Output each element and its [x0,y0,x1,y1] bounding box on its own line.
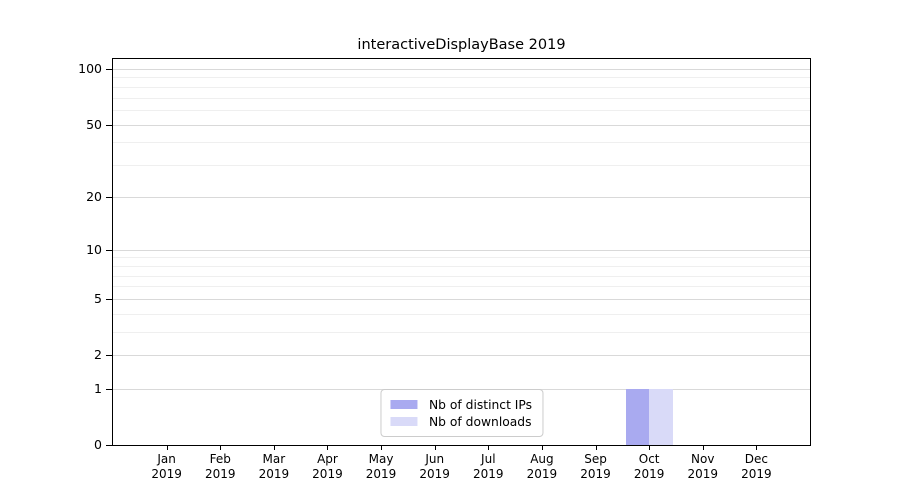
x-tick-month: Jun [425,452,445,466]
x-tick-month: Sep [584,452,607,466]
y-tick-label: 10 [86,241,102,257]
x-tick-month: Nov [691,452,715,466]
gridline-minor [113,275,810,277]
x-tick-year: 2019 [258,466,290,481]
gridline-minor [113,109,810,111]
x-tick-label: Apr 2019 [297,452,357,481]
x-tick-year: 2019 [151,466,182,481]
x-tick-label: May 2019 [351,452,411,481]
legend-item-downloads: Nb of downloads [389,413,532,430]
gridline-minor [113,77,810,79]
x-tick-year: 2019 [419,466,450,481]
gridline-minor [113,286,810,288]
x-tick-label: Jul 2019 [458,452,518,481]
y-tick-label: 5 [94,290,102,306]
gridline-major [113,298,810,300]
x-tick [595,445,597,450]
x-tick-month: Apr [317,452,338,466]
y-tick-label: 100 [78,60,102,76]
chart-title: interactiveDisplayBase 2019 [357,37,566,53]
x-tick-year: 2019 [365,466,397,481]
x-tick [166,445,168,450]
x-tick-year: 2019 [633,466,665,481]
gridline-minor [113,332,810,334]
gridline-minor [113,165,810,167]
gridline-minor [113,97,810,99]
x-tick [756,445,758,450]
x-tick [381,445,383,450]
gridline-major [113,249,810,251]
x-tick-month: May [368,452,394,466]
gridline-major [113,124,810,126]
y-tick [106,445,112,446]
y-tick [106,298,112,300]
x-tick-year: 2019 [526,466,558,481]
y-tick-label: 0 [94,437,102,452]
plot-area: Nb of distinct IPs Nb of downloads [112,58,811,446]
y-tick-label: 20 [86,188,102,204]
legend-swatch-downloads [389,417,417,426]
y-tick [106,249,112,251]
y-tick [106,196,112,198]
y-tick-label: 2 [94,347,102,363]
x-tick [649,445,651,450]
x-tick [327,445,329,450]
x-tick-month: Mar [262,452,286,466]
x-tick [220,445,222,450]
gridline-minor [113,86,810,88]
x-tick-label: Mar 2019 [244,452,304,481]
x-tick-label: Oct 2019 [619,452,679,481]
legend-item-distinct-ips: Nb of distinct IPs [389,396,533,413]
x-tick [702,445,704,450]
x-tick-label: Dec 2019 [726,452,786,481]
y-tick [106,124,112,126]
x-tick [488,445,490,450]
x-tick-year: 2019 [687,466,719,481]
x-tick [541,445,543,450]
x-tick-year: 2019 [204,466,236,481]
gridline-major [113,196,810,198]
x-tick-label: Nov 2019 [673,452,733,481]
x-tick-label: Jan 2019 [137,452,197,481]
x-tick-label: Jun 2019 [405,452,465,481]
x-tick-year: 2019 [580,466,611,481]
gridline-major [113,355,810,357]
x-tick-year: 2019 [312,466,343,481]
y-tick-label: 1 [94,380,102,396]
y-tick [106,388,112,390]
gridline-minor [113,313,810,315]
gridline-major [113,68,810,70]
x-tick-month: Feb [209,452,231,466]
x-tick-month: Oct [638,452,660,466]
legend: Nb of distinct IPs Nb of downloads [379,389,544,437]
x-tick-month: Jan [157,452,176,466]
x-tick-month: Aug [530,452,554,466]
bar-downloads [649,388,673,445]
x-tick-label: Sep 2019 [566,452,626,481]
gridline-minor [113,257,810,259]
legend-label-distinct-ips: Nb of distinct IPs [428,397,533,412]
x-tick-month: Dec [744,452,768,466]
gridline-minor [113,265,810,267]
legend-swatch-distinct-ips [389,400,417,409]
x-tick-month: Jul [481,452,496,466]
y-tick [106,68,112,70]
x-tick [273,445,275,450]
x-tick-year: 2019 [741,466,772,481]
bar-distinct-ips [625,388,650,445]
legend-label-downloads: Nb of downloads [428,414,532,429]
gridline-minor [113,142,810,144]
x-tick [434,445,436,450]
y-tick [106,355,112,357]
y-tick-label: 50 [86,116,102,132]
x-tick-label: Aug 2019 [512,452,572,481]
x-tick-year: 2019 [473,466,504,481]
x-tick-label: Feb 2019 [190,452,250,481]
